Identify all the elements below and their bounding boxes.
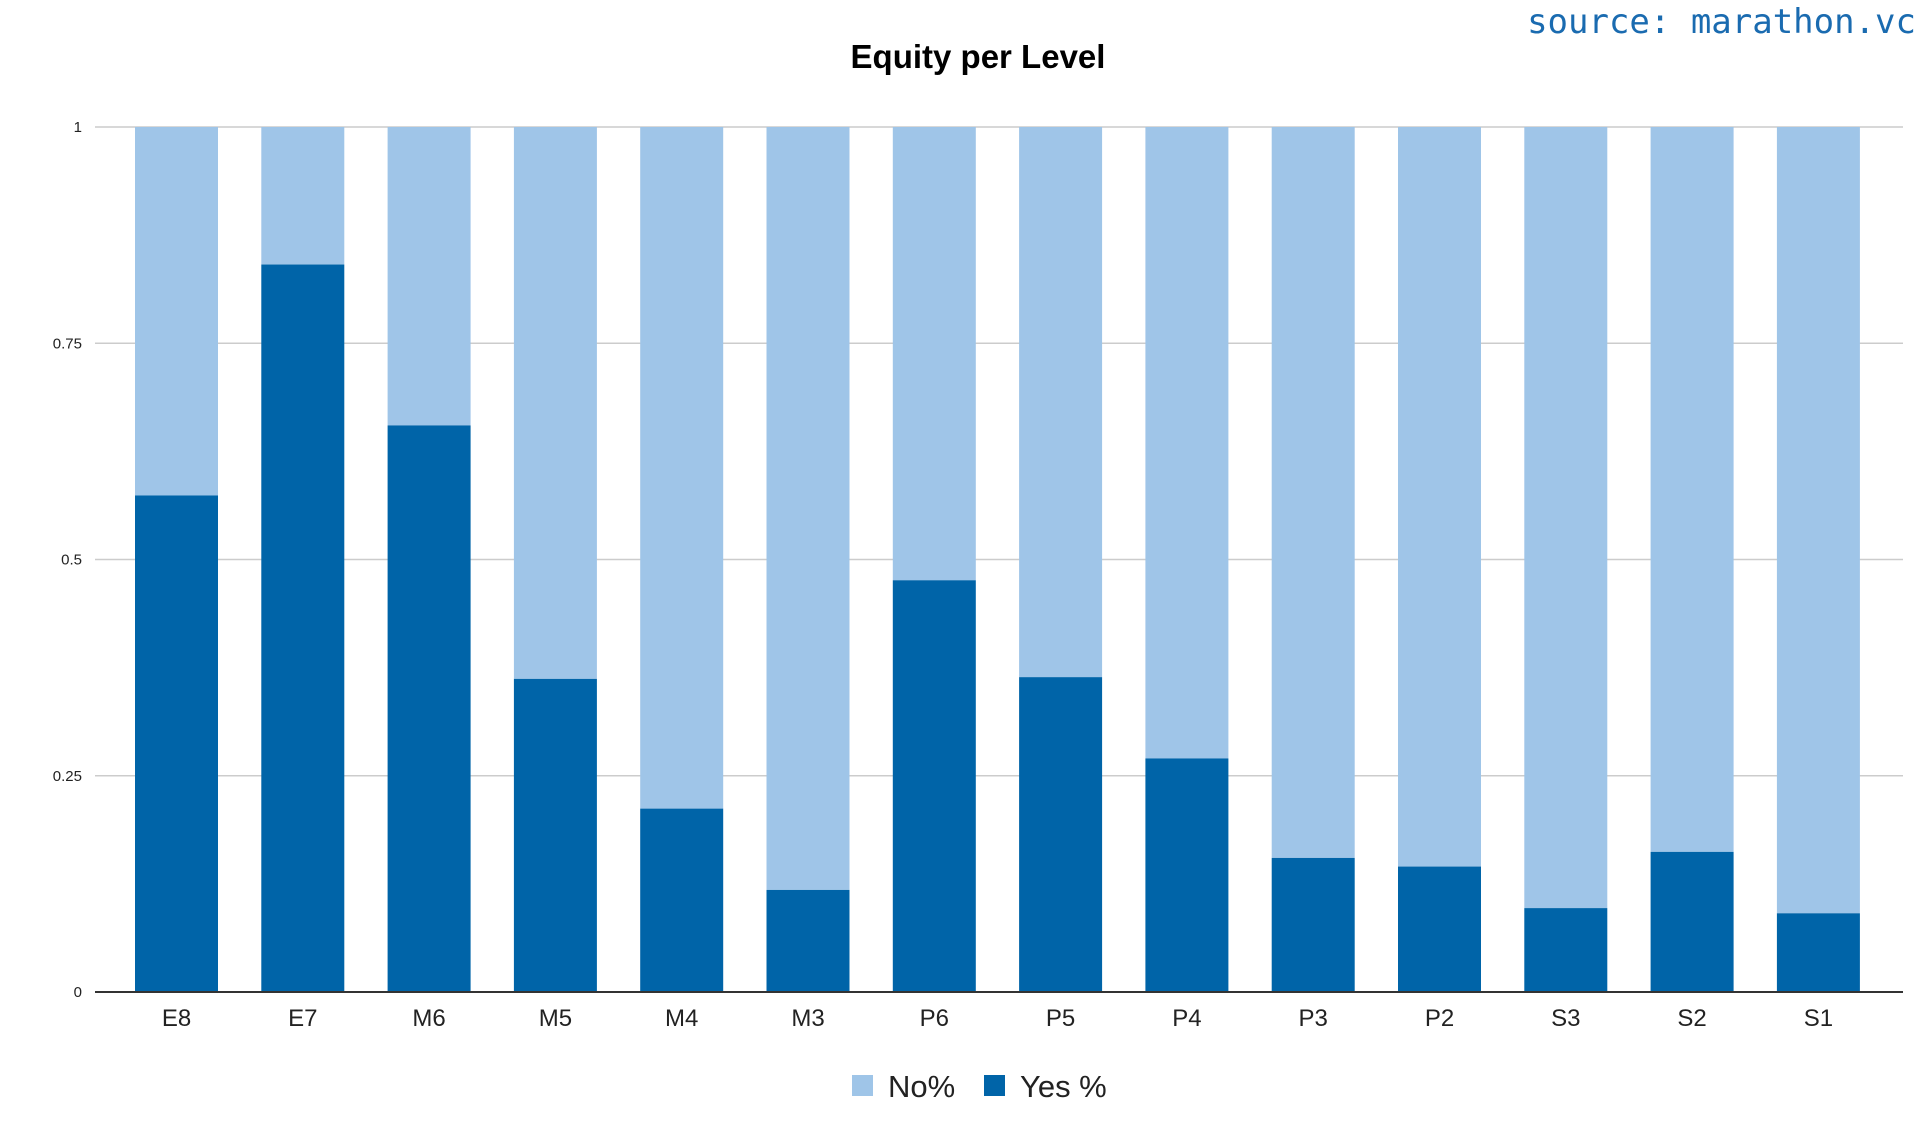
y-tick-label: 0.5 xyxy=(61,552,82,569)
y-tick-label: 0.25 xyxy=(53,768,82,785)
x-tick-label: M3 xyxy=(791,1005,824,1032)
bar-no-P3 xyxy=(1271,127,1355,858)
bar-no-S2 xyxy=(1650,127,1734,852)
bar-no-P5 xyxy=(1019,127,1103,678)
x-tick-label: P6 xyxy=(920,1005,949,1032)
bar-yes-P5 xyxy=(1019,677,1103,992)
x-tick-label: P4 xyxy=(1172,1005,1201,1032)
bar-yes-S1 xyxy=(1776,913,1860,992)
bar-no-M6 xyxy=(387,127,471,426)
bar-no-P4 xyxy=(1145,127,1229,759)
y-tick-label: 0 xyxy=(74,984,82,1001)
bar-no-E7 xyxy=(261,127,345,265)
x-tick-label: S2 xyxy=(1677,1005,1706,1032)
bar-yes-E7 xyxy=(261,264,345,992)
bar-no-S1 xyxy=(1776,127,1860,914)
bar-no-M3 xyxy=(766,127,850,890)
legend-label-no: No% xyxy=(888,1069,955,1104)
bar-yes-P6 xyxy=(892,580,976,992)
bar-yes-M4 xyxy=(640,808,724,992)
chart-title: Equity per Level xyxy=(850,38,1106,75)
bar-no-E8 xyxy=(135,127,218,496)
source-label: source: marathon.vc xyxy=(1527,2,1916,42)
bar-yes-P2 xyxy=(1398,866,1481,992)
x-tick-label: E8 xyxy=(162,1005,191,1032)
x-tick-label: P3 xyxy=(1299,1005,1328,1032)
bar-yes-M3 xyxy=(766,889,850,992)
bar-no-S3 xyxy=(1524,127,1608,909)
x-tick-label: M6 xyxy=(412,1005,445,1032)
x-tick-label: S3 xyxy=(1551,1005,1580,1032)
bar-yes-P3 xyxy=(1271,857,1355,992)
y-tick-label: 0.75 xyxy=(53,335,82,352)
x-tick-label: M5 xyxy=(539,1005,572,1032)
legend-swatch-no xyxy=(852,1075,873,1096)
bar-no-P2 xyxy=(1398,127,1481,867)
bar-yes-M6 xyxy=(387,425,471,992)
x-tick-label: P5 xyxy=(1046,1005,1075,1032)
bar-yes-E8 xyxy=(135,495,218,992)
x-tick-label: P2 xyxy=(1425,1005,1454,1032)
bar-yes-P4 xyxy=(1145,758,1229,992)
legend-label-yes: Yes % xyxy=(1020,1069,1107,1104)
x-tick-label: S1 xyxy=(1804,1005,1833,1032)
y-tick-label: 1 xyxy=(74,119,82,136)
legend-swatch-yes xyxy=(984,1075,1005,1096)
bar-no-P6 xyxy=(892,127,976,581)
bar-yes-M5 xyxy=(513,678,597,992)
x-tick-label: E7 xyxy=(288,1005,317,1032)
bar-no-M4 xyxy=(640,127,724,809)
bar-no-M5 xyxy=(513,127,597,679)
bar-yes-S3 xyxy=(1524,908,1608,992)
bar-yes-S2 xyxy=(1650,851,1734,992)
x-tick-label: M4 xyxy=(665,1005,698,1032)
